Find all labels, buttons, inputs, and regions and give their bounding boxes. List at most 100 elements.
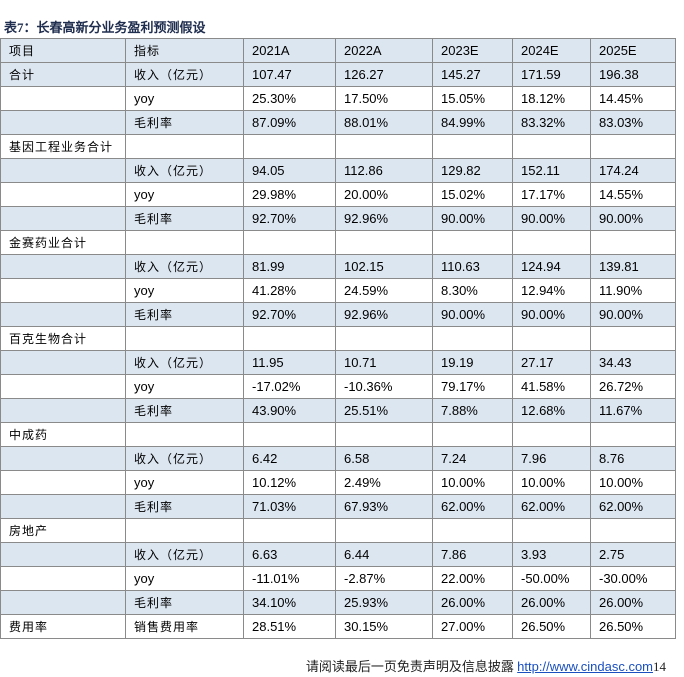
value-cell: 17.50%: [335, 86, 433, 111]
value-cell: [243, 326, 336, 351]
value-cell: 3.93: [512, 542, 591, 567]
value-cell: 62.00%: [590, 494, 676, 519]
value-cell: -17.02%: [243, 374, 336, 399]
value-cell: [590, 326, 676, 351]
value-cell: 17.17%: [512, 182, 591, 207]
value-cell: 81.99: [243, 254, 336, 279]
value-cell: [432, 326, 513, 351]
value-cell: 18.12%: [512, 86, 591, 111]
table-row: yoy 41.28% 24.59% 8.30% 12.94% 11.90%: [0, 278, 676, 303]
table-row: 中成药: [0, 422, 676, 447]
value-cell: 12.68%: [512, 398, 591, 423]
item-cell: 百克生物合计: [0, 326, 126, 351]
metric-cell: 收入（亿元）: [125, 158, 244, 183]
value-cell: [590, 422, 676, 447]
value-cell: [590, 518, 676, 543]
table-row: yoy -11.01% -2.87% 22.00% -50.00% -30.00%: [0, 566, 676, 591]
value-cell: 30.15%: [335, 614, 433, 639]
value-cell: -30.00%: [590, 566, 676, 591]
item-cell: [0, 158, 126, 183]
value-cell: -2.87%: [335, 566, 433, 591]
metric-cell: yoy: [125, 470, 244, 495]
item-cell: [0, 182, 126, 207]
value-cell: 25.93%: [335, 590, 433, 615]
value-cell: -50.00%: [512, 566, 591, 591]
table-row: 毛利率 34.10% 25.93% 26.00% 26.00% 26.00%: [0, 590, 676, 615]
metric-cell: 收入（亿元）: [125, 62, 244, 87]
link[interactable]: http://www.cindasc.com: [517, 659, 653, 674]
header-cell: 2022A: [335, 38, 433, 63]
value-cell: 88.01%: [335, 110, 433, 135]
item-cell: [0, 374, 126, 399]
value-cell: [512, 230, 591, 255]
value-cell: 67.93%: [335, 494, 433, 519]
metric-cell: [125, 518, 244, 543]
metric-cell: yoy: [125, 566, 244, 591]
value-cell: [335, 134, 433, 159]
metric-cell: [125, 326, 244, 351]
value-cell: 10.12%: [243, 470, 336, 495]
value-cell: 126.27: [335, 62, 433, 87]
value-cell: 15.05%: [432, 86, 513, 111]
value-cell: 26.50%: [512, 614, 591, 639]
value-cell: 124.94: [512, 254, 591, 279]
metric-cell: 收入（亿元）: [125, 446, 244, 471]
value-cell: [335, 230, 433, 255]
value-cell: 7.24: [432, 446, 513, 471]
value-cell: 83.32%: [512, 110, 591, 135]
item-cell: [0, 86, 126, 111]
value-cell: 145.27: [432, 62, 513, 87]
value-cell: 90.00%: [432, 206, 513, 231]
value-cell: 22.00%: [432, 566, 513, 591]
value-cell: 62.00%: [432, 494, 513, 519]
value-cell: 10.00%: [432, 470, 513, 495]
value-cell: [243, 230, 336, 255]
item-cell: 中成药: [0, 422, 126, 447]
table-row: 毛利率 43.90% 25.51% 7.88% 12.68% 11.67%: [0, 398, 676, 423]
value-cell: 94.05: [243, 158, 336, 183]
table-row: 毛利率 92.70% 92.96% 90.00% 90.00% 90.00%: [0, 302, 676, 327]
table-row: 收入（亿元） 81.99 102.15 110.63 124.94 139.81: [0, 254, 676, 279]
page-number: 14: [653, 659, 666, 674]
value-cell: [590, 134, 676, 159]
value-cell: 8.30%: [432, 278, 513, 303]
value-cell: 90.00%: [512, 302, 591, 327]
item-cell: [0, 446, 126, 471]
value-cell: 14.55%: [590, 182, 676, 207]
value-cell: 171.59: [512, 62, 591, 87]
table-title: 表7：长春高新分业务盈利预测假设: [4, 20, 206, 35]
table-row: 百克生物合计: [0, 326, 676, 351]
value-cell: 25.30%: [243, 86, 336, 111]
header-row: 项目 指标 2021A 2022A 2023E 2024E 2025E: [0, 38, 676, 63]
value-cell: 11.90%: [590, 278, 676, 303]
table-row: 收入（亿元） 94.05 112.86 129.82 152.11 174.24: [0, 158, 676, 183]
table-row: yoy 25.30% 17.50% 15.05% 18.12% 14.45%: [0, 86, 676, 111]
item-cell: [0, 494, 126, 519]
item-cell: [0, 278, 126, 303]
table-row: 房地产: [0, 518, 676, 543]
value-cell: 71.03%: [243, 494, 336, 519]
value-cell: [335, 518, 433, 543]
value-cell: 34.10%: [243, 590, 336, 615]
value-cell: 87.09%: [243, 110, 336, 135]
table-row: yoy 10.12% 2.49% 10.00% 10.00% 10.00%: [0, 470, 676, 495]
value-cell: [590, 230, 676, 255]
table-row: 金赛药业合计: [0, 230, 676, 255]
header-cell: 项目: [0, 38, 126, 63]
metric-cell: 收入（亿元）: [125, 542, 244, 567]
value-cell: 27.17: [512, 350, 591, 375]
value-cell: 6.58: [335, 446, 433, 471]
value-cell: 26.00%: [590, 590, 676, 615]
metric-cell: 毛利率: [125, 110, 244, 135]
item-cell: [0, 590, 126, 615]
value-cell: 14.45%: [590, 86, 676, 111]
metric-cell: 销售费用率: [125, 614, 244, 639]
table-row: 毛利率 71.03% 67.93% 62.00% 62.00% 62.00%: [0, 494, 676, 519]
value-cell: [243, 134, 336, 159]
item-cell: [0, 206, 126, 231]
metric-cell: [125, 230, 244, 255]
table-row: 毛利率 87.09% 88.01% 84.99% 83.32% 83.03%: [0, 110, 676, 135]
value-cell: [432, 422, 513, 447]
value-cell: 129.82: [432, 158, 513, 183]
metric-cell: 毛利率: [125, 206, 244, 231]
